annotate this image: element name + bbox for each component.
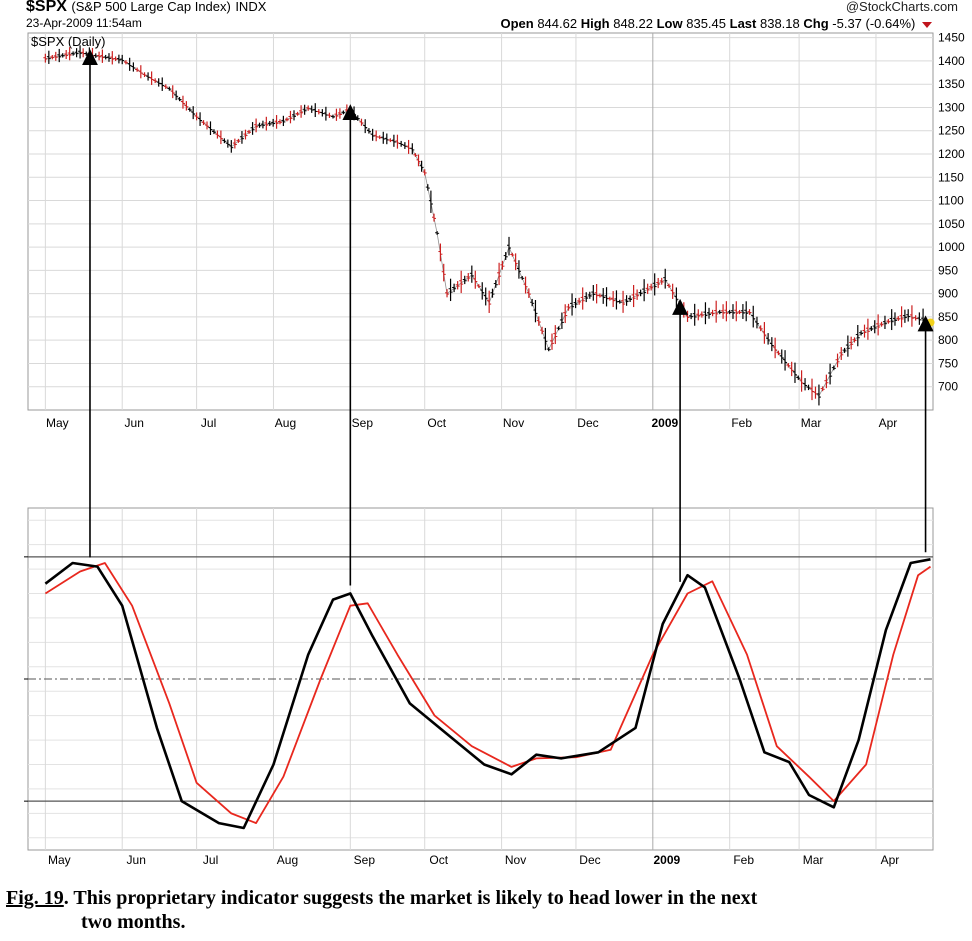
chart-canvas: 1450 1400 1350 1300 1250 1200 1150 1100 1050 1000… — [24, 31, 965, 867]
price-bars — [43, 45, 929, 406]
x-tick-label: Mar — [803, 853, 824, 867]
y-tick-label: 900 — [938, 287, 958, 301]
x-tick-label: Nov — [505, 853, 526, 867]
open-label: Open — [500, 16, 534, 31]
x-tick-label: Apr — [879, 416, 898, 430]
caption-line2: two months. — [81, 911, 186, 933]
low-label: Low — [656, 16, 683, 31]
figure-caption: Fig. 19. This proprietary indicator sugg… — [6, 886, 966, 934]
x-tick-label: Mar — [801, 416, 822, 430]
index-name: (S&P 500 Large Cap Index) — [71, 0, 231, 14]
low-value: 835.45 — [686, 16, 726, 31]
y-tick-label: 1050 — [938, 217, 965, 231]
oscillator-panel: May Jun Jul Aug Sep Oct Nov Dec 2009 Feb Mar Apr — [24, 507, 934, 867]
high-label: High — [580, 16, 610, 31]
brand-label: @StockCharts.com — [845, 0, 958, 14]
x-tick-label: Sep — [352, 416, 374, 430]
x-tick-label: Aug — [277, 853, 298, 867]
open-value: 844.62 — [537, 16, 578, 31]
last-value: 838.18 — [759, 16, 800, 31]
x-tick-label: Feb — [733, 853, 754, 867]
down-triangle-icon — [922, 21, 932, 28]
y-tick-label: 1400 — [938, 54, 965, 68]
y-tick-label: 1300 — [938, 100, 965, 114]
y-tick-label: 1100 — [938, 194, 964, 208]
y-tick-label: 1000 — [938, 240, 965, 254]
y-tick-label: 1450 — [938, 31, 965, 45]
x-tick-label: May — [48, 853, 71, 867]
x-tick-label: Apr — [881, 853, 900, 867]
x-tick-label: Jul — [201, 416, 216, 430]
y-tick-label: 700 — [938, 380, 958, 394]
x-tick-label: 2009 — [653, 853, 680, 867]
y-tick-label: 1250 — [938, 124, 965, 138]
exchange: INDX — [235, 0, 267, 14]
y-tick-label: 750 — [938, 356, 958, 370]
y-tick-label: 1350 — [938, 77, 965, 91]
x-tick-label: Jun — [125, 416, 144, 430]
symbol: $SPX — [26, 0, 67, 15]
caption-line1: . This proprietary indicator suggests th… — [63, 887, 758, 909]
chg-value: -5.37 (-0.64%) — [832, 16, 916, 31]
last-price-marker — [926, 318, 935, 327]
x-tick-label: 2009 — [651, 416, 678, 430]
quote-summary: Open 844.62 High 848.22 Low 835.45 Last … — [500, 16, 932, 31]
chg-label: Chg — [803, 16, 829, 31]
quote-date: 23-Apr-2009 11:54am — [26, 16, 142, 30]
x-tick-label: Sep — [354, 853, 376, 867]
x-tick-label: Jun — [127, 853, 146, 867]
x-tick-label: Aug — [275, 416, 296, 430]
price-chart-label: $SPX (Daily) — [31, 34, 105, 49]
x-tick-label: May — [46, 416, 69, 430]
price-panel: 1450 1400 1350 1300 1250 1200 1150 1100 1050 1000… — [27, 31, 965, 430]
y-tick-label: 1200 — [938, 147, 965, 161]
x-tick-label: Oct — [429, 853, 448, 867]
x-tick-label: Dec — [577, 416, 598, 430]
oscillator-signal-line — [44, 562, 932, 824]
high-value: 848.22 — [613, 16, 653, 31]
x-tick-label: Oct — [427, 416, 446, 430]
chart-title: $SPX (S&P 500 Large Cap Index) INDX — [26, 0, 266, 16]
price-plot-frame — [27, 32, 934, 411]
y-tick-label: 1150 — [938, 170, 964, 184]
figure-ref: Fig. 19 — [6, 887, 64, 909]
x-tick-label: Jul — [203, 853, 218, 867]
x-tick-label: Nov — [503, 416, 524, 430]
oscillator-fast-line — [44, 558, 931, 830]
x-tick-label: Dec — [579, 853, 600, 867]
arrows-layer — [81, 49, 934, 586]
y-tick-label: 800 — [938, 333, 958, 347]
y-tick-label: 850 — [938, 310, 958, 324]
last-label: Last — [729, 16, 757, 31]
x-tick-label: Feb — [731, 416, 752, 430]
y-tick-label: 950 — [938, 263, 958, 277]
